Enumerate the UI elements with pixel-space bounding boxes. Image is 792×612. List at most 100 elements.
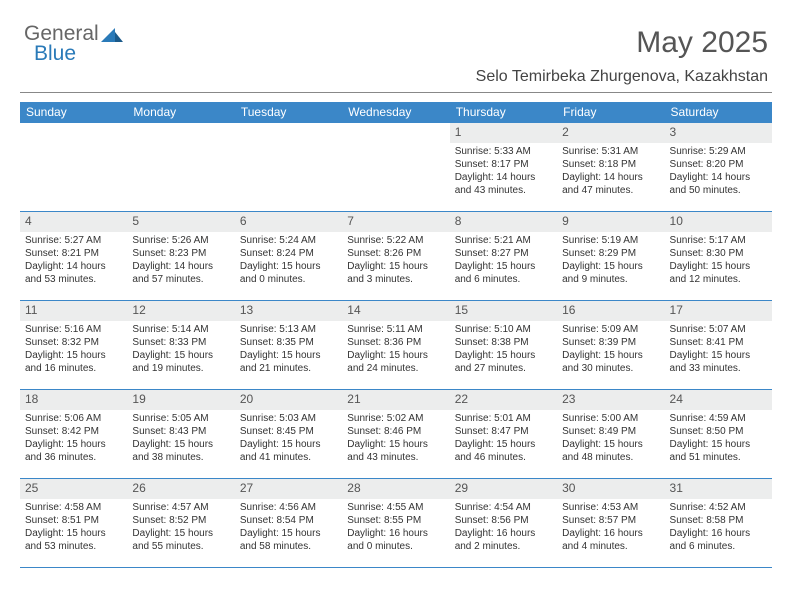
sunrise-text: Sunrise: 5:10 AM: [455, 323, 552, 336]
sunset-text: Sunset: 8:58 PM: [670, 514, 767, 527]
daylight-line1: Daylight: 15 hours: [455, 438, 552, 451]
daylight-line2: and 33 minutes.: [670, 362, 767, 375]
day-number: 19: [127, 390, 234, 410]
daylight-line2: and 0 minutes.: [347, 540, 444, 553]
calendar-week: 4Sunrise: 5:27 AMSunset: 8:21 PMDaylight…: [20, 212, 772, 301]
day-number: 24: [665, 390, 772, 410]
day-number: 29: [450, 479, 557, 499]
calendar-cell: [235, 123, 342, 211]
day-number: 27: [235, 479, 342, 499]
daylight-line1: Daylight: 15 hours: [240, 260, 337, 273]
daylight-line2: and 30 minutes.: [562, 362, 659, 375]
day-number: 13: [235, 301, 342, 321]
calendar-week: 1Sunrise: 5:33 AMSunset: 8:17 PMDaylight…: [20, 123, 772, 212]
daylight-line2: and 6 minutes.: [455, 273, 552, 286]
day-info: Sunrise: 5:02 AMSunset: 8:46 PMDaylight:…: [342, 410, 449, 468]
calendar-cell: [127, 123, 234, 211]
sunrise-text: Sunrise: 5:27 AM: [25, 234, 122, 247]
calendar-grid: SundayMondayTuesdayWednesdayThursdayFrid…: [20, 102, 772, 568]
daylight-line1: Daylight: 14 hours: [25, 260, 122, 273]
day-number: 8: [450, 212, 557, 232]
sunrise-text: Sunrise: 5:09 AM: [562, 323, 659, 336]
day-info: Sunrise: 5:16 AMSunset: 8:32 PMDaylight:…: [20, 321, 127, 379]
daylight-line2: and 2 minutes.: [455, 540, 552, 553]
sunset-text: Sunset: 8:18 PM: [562, 158, 659, 171]
day-number: 17: [665, 301, 772, 321]
day-number: 6: [235, 212, 342, 232]
daylight-line2: and 58 minutes.: [240, 540, 337, 553]
day-header: Wednesday: [342, 102, 449, 123]
daylight-line1: Daylight: 15 hours: [670, 438, 767, 451]
calendar-cell: 14Sunrise: 5:11 AMSunset: 8:36 PMDayligh…: [342, 301, 449, 389]
sunrise-text: Sunrise: 5:21 AM: [455, 234, 552, 247]
sunrise-text: Sunrise: 5:19 AM: [562, 234, 659, 247]
day-info: Sunrise: 5:10 AMSunset: 8:38 PMDaylight:…: [450, 321, 557, 379]
day-info: Sunrise: 5:01 AMSunset: 8:47 PMDaylight:…: [450, 410, 557, 468]
sunrise-text: Sunrise: 5:07 AM: [670, 323, 767, 336]
sunrise-text: Sunrise: 5:14 AM: [132, 323, 229, 336]
day-number: 11: [20, 301, 127, 321]
day-number: 5: [127, 212, 234, 232]
daylight-line1: Daylight: 15 hours: [132, 349, 229, 362]
day-header: Friday: [557, 102, 664, 123]
daylight-line2: and 4 minutes.: [562, 540, 659, 553]
sunrise-text: Sunrise: 4:55 AM: [347, 501, 444, 514]
daylight-line2: and 21 minutes.: [240, 362, 337, 375]
calendar-cell: 15Sunrise: 5:10 AMSunset: 8:38 PMDayligh…: [450, 301, 557, 389]
day-info: Sunrise: 4:56 AMSunset: 8:54 PMDaylight:…: [235, 499, 342, 557]
sunset-text: Sunset: 8:52 PM: [132, 514, 229, 527]
day-info: Sunrise: 5:19 AMSunset: 8:29 PMDaylight:…: [557, 232, 664, 290]
sunset-text: Sunset: 8:30 PM: [670, 247, 767, 260]
sunrise-text: Sunrise: 5:26 AM: [132, 234, 229, 247]
sunrise-text: Sunrise: 5:17 AM: [670, 234, 767, 247]
sunrise-text: Sunrise: 4:52 AM: [670, 501, 767, 514]
daylight-line1: Daylight: 15 hours: [240, 527, 337, 540]
daylight-line1: Daylight: 16 hours: [670, 527, 767, 540]
sunrise-text: Sunrise: 5:16 AM: [25, 323, 122, 336]
sunset-text: Sunset: 8:57 PM: [562, 514, 659, 527]
day-info: Sunrise: 4:55 AMSunset: 8:55 PMDaylight:…: [342, 499, 449, 557]
daylight-line2: and 19 minutes.: [132, 362, 229, 375]
daylight-line2: and 57 minutes.: [132, 273, 229, 286]
daylight-line1: Daylight: 15 hours: [240, 349, 337, 362]
daylight-line1: Daylight: 15 hours: [455, 260, 552, 273]
daylight-line2: and 36 minutes.: [25, 451, 122, 464]
sunset-text: Sunset: 8:54 PM: [240, 514, 337, 527]
day-info: Sunrise: 4:54 AMSunset: 8:56 PMDaylight:…: [450, 499, 557, 557]
calendar-cell: 25Sunrise: 4:58 AMSunset: 8:51 PMDayligh…: [20, 479, 127, 567]
sunset-text: Sunset: 8:43 PM: [132, 425, 229, 438]
daylight-line1: Daylight: 15 hours: [347, 438, 444, 451]
day-number: 28: [342, 479, 449, 499]
sunrise-text: Sunrise: 5:05 AM: [132, 412, 229, 425]
sunrise-text: Sunrise: 5:03 AM: [240, 412, 337, 425]
sunrise-text: Sunrise: 4:56 AM: [240, 501, 337, 514]
sunset-text: Sunset: 8:36 PM: [347, 336, 444, 349]
daylight-line2: and 46 minutes.: [455, 451, 552, 464]
sunrise-text: Sunrise: 5:11 AM: [347, 323, 444, 336]
sunrise-text: Sunrise: 4:59 AM: [670, 412, 767, 425]
daylight-line1: Daylight: 15 hours: [562, 438, 659, 451]
daylight-line1: Daylight: 14 hours: [455, 171, 552, 184]
day-info: Sunrise: 5:26 AMSunset: 8:23 PMDaylight:…: [127, 232, 234, 290]
daylight-line1: Daylight: 15 hours: [132, 527, 229, 540]
daylight-line2: and 53 minutes.: [25, 540, 122, 553]
daylight-line1: Daylight: 15 hours: [25, 349, 122, 362]
daylight-line1: Daylight: 15 hours: [670, 260, 767, 273]
daylight-line1: Daylight: 15 hours: [240, 438, 337, 451]
daylight-line1: Daylight: 15 hours: [670, 349, 767, 362]
daylight-line2: and 24 minutes.: [347, 362, 444, 375]
sunset-text: Sunset: 8:47 PM: [455, 425, 552, 438]
calendar-cell: 6Sunrise: 5:24 AMSunset: 8:24 PMDaylight…: [235, 212, 342, 300]
sunrise-text: Sunrise: 4:57 AM: [132, 501, 229, 514]
day-number: 23: [557, 390, 664, 410]
calendar-cell: 31Sunrise: 4:52 AMSunset: 8:58 PMDayligh…: [665, 479, 772, 567]
day-info: Sunrise: 5:29 AMSunset: 8:20 PMDaylight:…: [665, 143, 772, 201]
calendar-cell: 24Sunrise: 4:59 AMSunset: 8:50 PMDayligh…: [665, 390, 772, 478]
sunrise-text: Sunrise: 5:31 AM: [562, 145, 659, 158]
daylight-line2: and 16 minutes.: [25, 362, 122, 375]
sunset-text: Sunset: 8:51 PM: [25, 514, 122, 527]
daylight-line2: and 51 minutes.: [670, 451, 767, 464]
sunset-text: Sunset: 8:23 PM: [132, 247, 229, 260]
calendar-week: 18Sunrise: 5:06 AMSunset: 8:42 PMDayligh…: [20, 390, 772, 479]
calendar-cell: 29Sunrise: 4:54 AMSunset: 8:56 PMDayligh…: [450, 479, 557, 567]
